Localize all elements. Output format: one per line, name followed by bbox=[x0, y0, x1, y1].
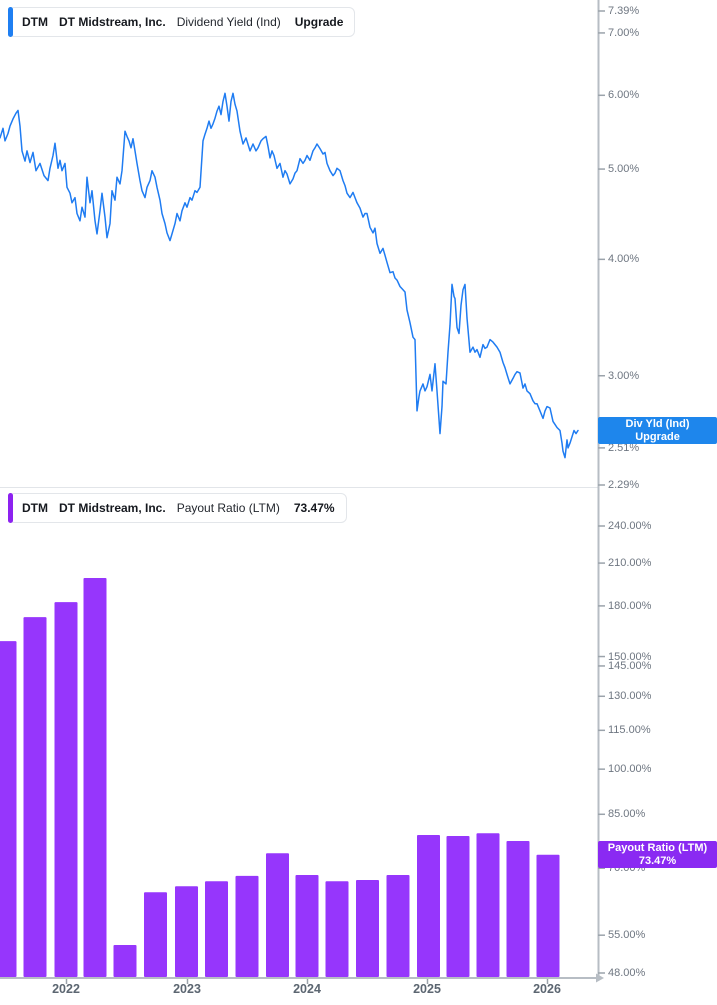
payout-ratio-bar[interactable] bbox=[325, 881, 349, 977]
x-axis-end-arrow-icon bbox=[596, 973, 604, 983]
payout-ratio-bar[interactable] bbox=[417, 835, 440, 977]
flag-value: Upgrade bbox=[635, 430, 680, 443]
y-axis-tick-label-2.51%: 2.51% bbox=[608, 441, 640, 454]
y-axis-tick-label-7.00%: 7.00% bbox=[608, 26, 640, 39]
x-axis-tick-label-2025: 2025 bbox=[413, 982, 441, 996]
y-axis-tick-label-6.00%: 6.00% bbox=[608, 89, 640, 102]
payout-ratio-bar[interactable] bbox=[0, 641, 17, 977]
upgrade-button[interactable]: Upgrade bbox=[294, 15, 344, 29]
x-axis-tick-label-2024: 2024 bbox=[293, 982, 321, 996]
y-axis-tick-label-240.00%: 240.00% bbox=[608, 520, 652, 532]
payout-ratio-bar[interactable] bbox=[235, 875, 259, 977]
y-axis-tick-label-115.00%: 115.00% bbox=[608, 724, 651, 737]
metric-label: Payout Ratio (LTM) bbox=[176, 501, 280, 515]
last-value-flag-div-yield: Div Yld (Ind) Upgrade bbox=[598, 417, 717, 444]
metric-label: Dividend Yield (Ind) bbox=[176, 15, 281, 29]
y-axis-tick-label-2.29%: 2.29% bbox=[608, 479, 640, 491]
last-value-label: 73.47% bbox=[293, 501, 335, 515]
flag-title: Div Yld (Ind) bbox=[625, 418, 690, 430]
payout-ratio-bar[interactable] bbox=[536, 854, 560, 977]
flag-value: 73.47% bbox=[638, 854, 677, 867]
y-axis-tick-label-55.00%: 55.00% bbox=[608, 929, 646, 942]
company-label: DT Midstream, Inc. bbox=[59, 15, 166, 29]
payout-ratio-bar[interactable] bbox=[144, 892, 167, 977]
payout-ratio-bar[interactable] bbox=[356, 880, 379, 977]
last-value-flag-payout-ratio: Payout Ratio (LTM) 73.47% bbox=[598, 841, 717, 868]
payout-ratio-bar[interactable] bbox=[295, 875, 319, 977]
y-axis-tick-label-48.00%: 48.00% bbox=[608, 967, 646, 979]
y-axis-tick-label-150.00%: 150.00% bbox=[608, 650, 652, 663]
payout-ratio-bar[interactable] bbox=[386, 875, 410, 977]
ticker-label: DTM bbox=[22, 501, 48, 515]
series-accent-bar-purple bbox=[8, 493, 13, 523]
flag-title: Payout Ratio (LTM) bbox=[607, 842, 708, 854]
series-accent-bar-blue bbox=[8, 7, 13, 37]
y-axis-tick-label-5.00%: 5.00% bbox=[608, 163, 640, 176]
y-axis-tick-label-210.00%: 210.00% bbox=[608, 557, 652, 570]
y-axis-tick-label-180.00%: 180.00% bbox=[608, 599, 652, 612]
y-axis-tick-label-3.00%: 3.00% bbox=[608, 369, 640, 382]
x-axis-tick-label-2022: 2022 bbox=[52, 982, 80, 996]
series-header-payout-ratio[interactable]: DTM DT Midstream, Inc. Payout Ratio (LTM… bbox=[8, 493, 347, 523]
y-axis-tick-label-130.00%: 130.00% bbox=[608, 690, 652, 703]
payout-ratio-bar[interactable] bbox=[476, 833, 500, 977]
payout-ratio-bar[interactable] bbox=[205, 881, 228, 977]
ticker-label: DTM bbox=[22, 15, 48, 29]
payout-ratio-bar[interactable] bbox=[266, 853, 289, 977]
series-header-dividend-yield[interactable]: DTM DT Midstream, Inc. Dividend Yield (I… bbox=[8, 7, 356, 37]
dividend-yield-line-series[interactable] bbox=[0, 92, 579, 459]
payout-ratio-bar[interactable] bbox=[506, 841, 530, 977]
payout-ratio-bar[interactable] bbox=[446, 836, 470, 977]
y-axis-tick-label-100.00%: 100.00% bbox=[608, 763, 652, 776]
y-axis-tick-label-7.39%: 7.39% bbox=[608, 5, 640, 17]
payout-ratio-bar[interactable] bbox=[175, 886, 198, 977]
y-axis-tick-label-85.00%: 85.00% bbox=[608, 808, 646, 821]
y-axis-tick-label-4.00%: 4.00% bbox=[608, 253, 640, 266]
payout-ratio-bar[interactable] bbox=[23, 617, 47, 977]
company-label: DT Midstream, Inc. bbox=[59, 501, 166, 515]
x-axis-tick-label-2026: 2026 bbox=[533, 982, 561, 996]
y-axis-tick-label-145.00%: 145.00% bbox=[608, 659, 652, 672]
x-axis-tick-label-2023: 2023 bbox=[173, 982, 201, 996]
payout-ratio-bar[interactable] bbox=[54, 602, 78, 977]
payout-ratio-bar[interactable] bbox=[113, 945, 137, 977]
payout-ratio-bar[interactable] bbox=[83, 578, 107, 977]
